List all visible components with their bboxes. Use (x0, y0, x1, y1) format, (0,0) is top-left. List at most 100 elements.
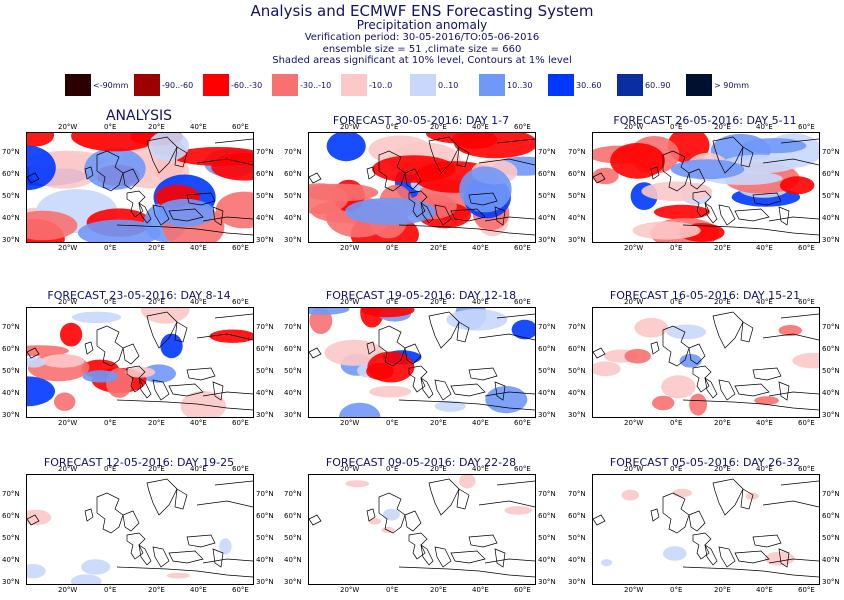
coastline (688, 510, 706, 532)
legend-label: -30..-10 (300, 81, 332, 90)
lon-tick-label: 20°E (148, 586, 165, 594)
wet-anomaly-area (679, 354, 702, 368)
dry-anomaly-area (27, 210, 78, 241)
wet-anomaly-area (382, 508, 400, 521)
coastline (734, 550, 770, 564)
coastline (186, 534, 216, 548)
map-plot (26, 307, 254, 418)
lat-tick-label: 60°N (2, 345, 20, 353)
coastline (688, 343, 706, 365)
lat-tick-label: 70°N (256, 323, 274, 331)
lon-tick-label: 20°E (148, 419, 165, 427)
coastline (378, 325, 406, 367)
lat-tick-label: 30°N (822, 236, 840, 244)
lon-tick-label: 40°E (472, 586, 489, 594)
lat-tick-label: 30°N (822, 411, 840, 419)
dry-anomaly-area (652, 395, 675, 411)
wet-anomaly-area (71, 311, 122, 323)
coastline (174, 488, 188, 510)
panel-title: FORECAST 30-05-2016: DAY 1-7 (332, 114, 510, 127)
coastline (212, 381, 224, 401)
lat-tick-label: 30°N (2, 411, 20, 419)
lat-tick-label: 30°N (256, 578, 274, 586)
panel-title: FORECAST 09-05-2016: DAY 22-28 (325, 456, 517, 469)
lat-tick-label: 70°N (256, 490, 274, 498)
lat-tick-label: 70°N (822, 323, 840, 331)
lat-tick-label: 50°N (2, 367, 20, 375)
coastline (484, 216, 535, 222)
lon-tick-label: 40°E (756, 244, 773, 252)
lat-tick-label: 40°N (2, 556, 20, 564)
dry-anomaly-area (140, 308, 190, 324)
lon-tick-label: 60°E (514, 419, 531, 427)
dry-anomaly-area (345, 480, 370, 488)
lon-tick-label: 20°W (58, 465, 78, 473)
dry-anomaly-area (209, 329, 253, 343)
map-plot (592, 307, 820, 418)
coastline (196, 500, 253, 508)
coastline (768, 558, 819, 564)
lat-tick-label: 30°N (538, 578, 556, 586)
lat-tick-label: 30°N (2, 578, 20, 586)
coastline (420, 202, 434, 224)
dry-anomaly-area (634, 318, 669, 338)
coastline (434, 204, 452, 226)
lon-tick-label: 60°E (232, 123, 249, 131)
coastline (434, 546, 452, 568)
legend-swatch (203, 74, 229, 96)
lon-tick-label: 60°E (798, 244, 815, 252)
coastline (650, 341, 660, 355)
panel-title: FORECAST 23-05-2016: DAY 8-14 (47, 289, 231, 302)
wet-anomaly-area (81, 559, 111, 575)
coastline (450, 208, 486, 222)
coastline (428, 311, 460, 349)
coastline (196, 333, 253, 341)
lon-tick-label: 0°E (104, 419, 117, 427)
coastline (478, 500, 535, 508)
coastline (662, 492, 690, 534)
dry-anomaly-area (125, 367, 156, 378)
lat-tick-label: 70°N (256, 148, 274, 156)
coastline (712, 478, 744, 516)
coastline (780, 480, 819, 486)
coastline (212, 206, 224, 226)
lon-tick-label: 60°E (232, 419, 249, 427)
lat-tick-label: 40°N (284, 389, 302, 397)
coastline (152, 546, 170, 568)
lat-tick-label: 70°N (538, 490, 556, 498)
coastline (428, 478, 460, 516)
anomaly-field (593, 311, 819, 416)
coastline (778, 206, 790, 226)
lat-tick-label: 70°N (2, 148, 20, 156)
dry-anomaly-area (366, 362, 394, 380)
dry-anomaly-area (324, 339, 384, 366)
coastline (468, 367, 498, 381)
lat-tick-label: 40°N (284, 556, 302, 564)
coastline (494, 206, 506, 226)
coastline (496, 313, 535, 319)
lon-tick-label: 20°W (58, 244, 78, 252)
coastline (27, 347, 40, 359)
map-panel: FORECAST 09-05-2016: DAY 22-28 20°W 20°W 0°… (282, 450, 560, 600)
coastline (212, 548, 224, 568)
coastline (704, 377, 718, 399)
lon-tick-label: 20°W (340, 298, 360, 306)
map-panel: FORECAST 19-05-2016: DAY 12-18 20°W 20°W 0°… (282, 283, 560, 433)
lon-tick-label: 40°E (756, 123, 773, 131)
coastline (196, 158, 253, 166)
lat-tick-label: 70°N (538, 323, 556, 331)
lat-tick-label: 60°N (568, 345, 586, 353)
lon-tick-label: 20°E (430, 586, 447, 594)
lon-tick-label: 40°E (190, 244, 207, 252)
coastline (404, 510, 422, 532)
lon-tick-label: 60°E (798, 465, 815, 473)
coastline (428, 136, 460, 174)
lat-tick-label: 40°N (2, 214, 20, 222)
dry-anomaly-area (624, 348, 651, 364)
dry-anomaly-area (792, 352, 819, 369)
coastline (468, 192, 498, 206)
coastline (593, 172, 606, 184)
ensemble-info: ensemble size = 51 ,climate size = 660 (322, 44, 522, 55)
coastline (456, 321, 470, 343)
wet-anomaly-area (70, 574, 102, 584)
